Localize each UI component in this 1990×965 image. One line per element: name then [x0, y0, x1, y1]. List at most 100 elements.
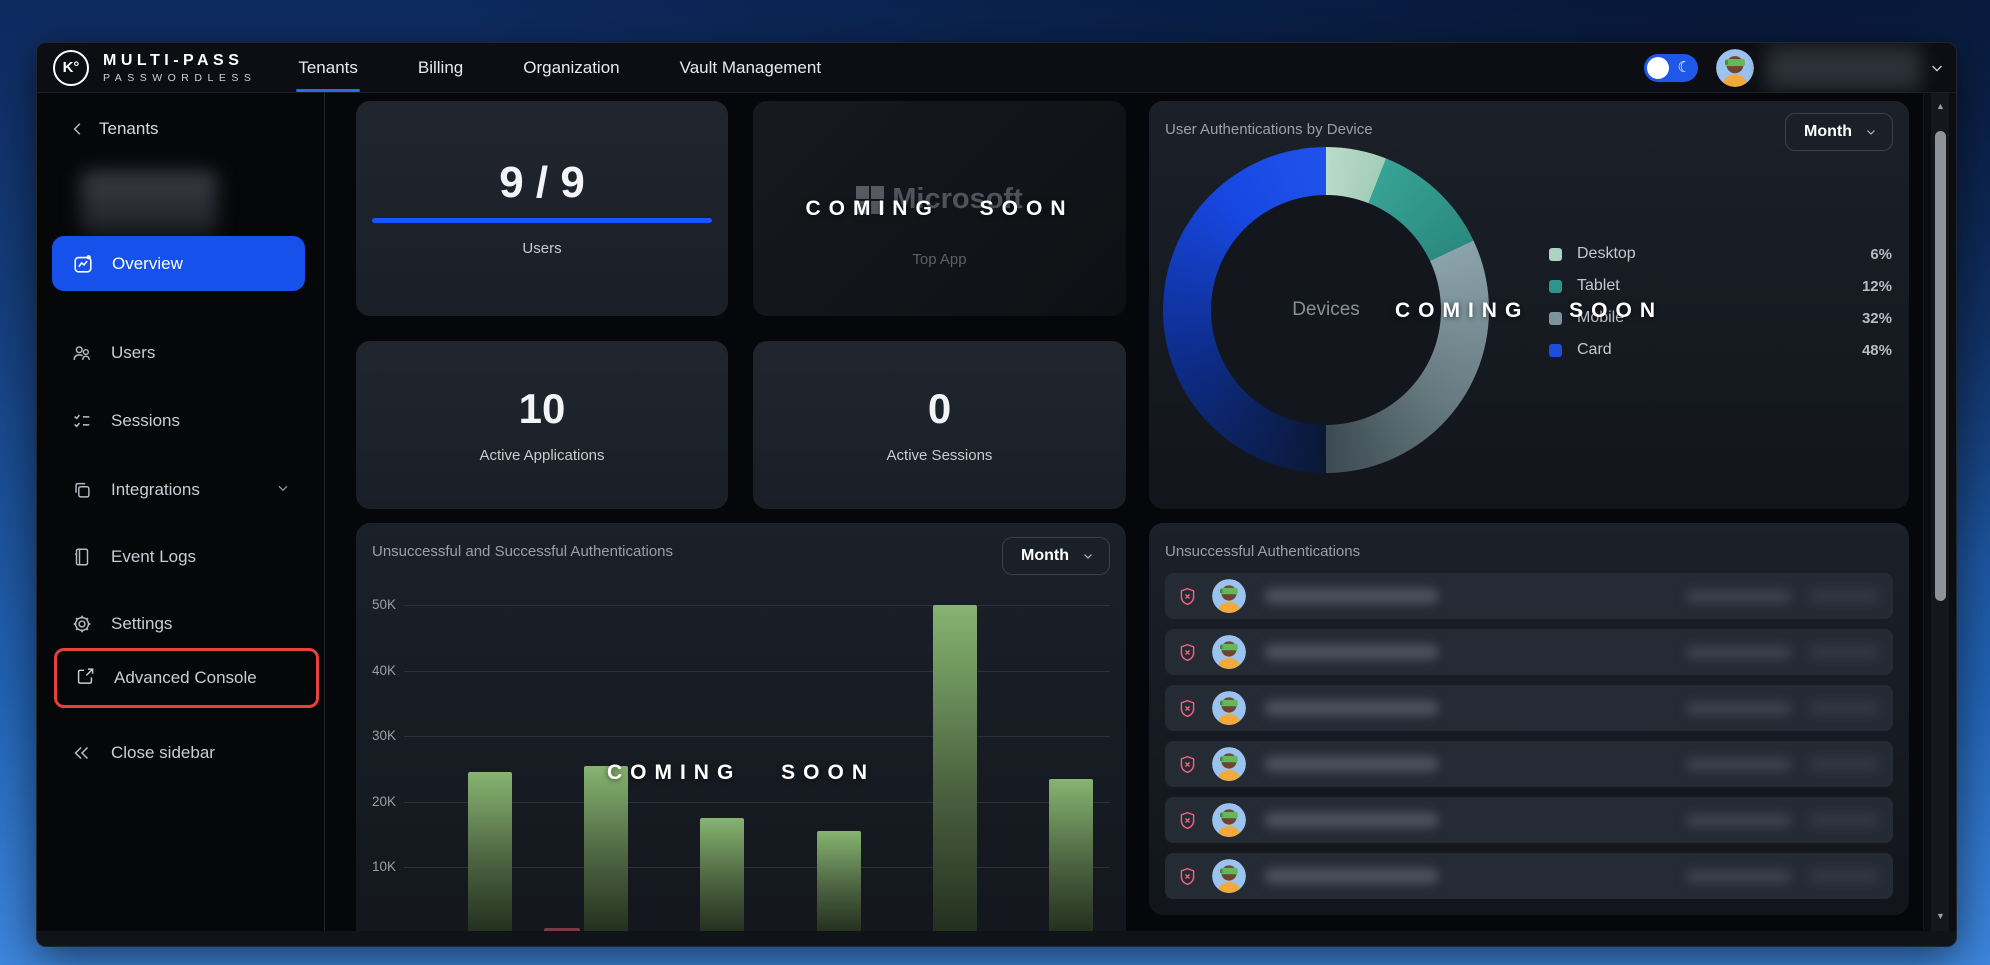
integrations-icon — [71, 479, 93, 501]
vertical-scrollbar[interactable]: ▲ ▼ — [1923, 93, 1956, 931]
y-axis-tick-label: 50K — [371, 597, 396, 612]
unsuccessful-auth-row[interactable] — [1165, 629, 1893, 675]
gridline — [404, 670, 1110, 672]
bar-successful — [932, 605, 977, 931]
active-sessions-card: 0 Active Sessions — [753, 341, 1126, 509]
active-sessions-label: Active Sessions — [886, 447, 993, 464]
legend-item-tablet: Tablet 12% — [1549, 270, 1892, 302]
row-detail-redacted — [1686, 813, 1791, 827]
y-axis-tick-label: 10K — [371, 859, 396, 875]
microsoft-grid-icon — [856, 185, 885, 214]
row-detail-redacted — [1686, 589, 1791, 603]
row-user-avatar — [1212, 803, 1246, 837]
sidebar-item-settings[interactable]: Settings — [71, 604, 301, 644]
moon-icon: ☾ — [1677, 58, 1691, 76]
sidebar-item-overview[interactable]: Overview — [52, 236, 305, 291]
auth-chart-period-dropdown[interactable]: Month — [1002, 537, 1110, 575]
main-nav: Tenants Billing Organization Vault Manag… — [296, 57, 822, 92]
sidebar-item-integrations[interactable]: Integrations — [71, 470, 301, 510]
active-applications-count: 10 — [518, 385, 566, 432]
row-detail-redacted — [1809, 646, 1879, 658]
sidebar-item-close-sidebar[interactable]: Close sidebar — [71, 733, 301, 773]
legend-swatch — [1549, 311, 1562, 325]
unsuccessful-auth-row[interactable] — [1165, 685, 1893, 731]
row-detail-redacted — [1809, 814, 1879, 826]
bar-successful — [468, 772, 512, 931]
nav-tab-tenants[interactable]: Tenants — [296, 57, 360, 92]
legend-item-desktop: Desktop 6% — [1549, 238, 1892, 270]
sidebar-item-label: Close sidebar — [111, 743, 215, 762]
sidebar-item-label: Users — [111, 343, 156, 362]
unsuccessful-auth-panel: Unsuccessful Authentications — [1149, 523, 1909, 915]
sidebar-item-users[interactable]: Users — [71, 333, 301, 373]
chevron-down-icon — [1932, 65, 1942, 72]
gear-icon — [71, 613, 93, 635]
user-avatar[interactable] — [1716, 49, 1754, 87]
users-card-label: Users — [522, 240, 562, 257]
row-detail-redacted — [1809, 870, 1879, 882]
row-user-avatar — [1212, 579, 1246, 613]
sidebar-back-tenants[interactable]: Tenants — [69, 119, 159, 139]
failed-auth-shield-icon — [1177, 642, 1198, 663]
sidebar-item-label: Event Logs — [111, 547, 197, 566]
gridline — [404, 605, 1110, 606]
user-menu[interactable] — [1766, 43, 1956, 93]
legend-swatch — [1549, 247, 1562, 261]
unsuccessful-auth-row[interactable] — [1165, 573, 1893, 619]
bar-successful — [1049, 778, 1093, 931]
bar-chart-plot-area: 50K 40K 30K 20K 10K — [356, 523, 1126, 931]
legend-swatch — [1549, 343, 1562, 357]
tenant-logo-redacted — [81, 171, 217, 235]
users-count: 9 / 9 — [499, 158, 585, 207]
microsoft-logo: Microsoft — [753, 183, 1126, 216]
nav-tab-organization[interactable]: Organization — [523, 57, 620, 77]
sidebar-item-event-logs[interactable]: Event Logs — [71, 537, 301, 577]
sidebar-item-label: Advanced Console — [114, 668, 257, 687]
scroll-up-arrow[interactable]: ▲ — [1936, 101, 1945, 111]
unsuccessful-auth-row[interactable] — [1165, 741, 1893, 787]
row-detail-redacted — [1686, 757, 1791, 771]
toggle-knob — [1647, 56, 1669, 79]
device-auth-period-dropdown[interactable]: Month — [1785, 113, 1893, 151]
top-app-card: Microsoft COMING SOON Top App — [753, 101, 1126, 316]
overview-chart-icon — [72, 253, 94, 275]
brand-logo: K° MULTI-PASS PASSWORDLESS — [37, 49, 256, 86]
chevron-left-icon — [69, 120, 87, 138]
active-sessions-count: 0 — [927, 385, 952, 432]
device-auth-title: User Authentications by Device — [1165, 121, 1373, 138]
row-detail-redacted — [1686, 869, 1791, 883]
user-name-redacted — [1766, 45, 1921, 90]
auth-bar-chart-panel: Unsuccessful and Successful Authenticati… — [356, 523, 1126, 931]
unsuccessful-auth-row[interactable] — [1165, 853, 1893, 899]
row-detail-redacted — [1809, 758, 1879, 770]
failed-auth-shield-icon — [1177, 810, 1198, 831]
y-axis-tick-label: 40K — [371, 662, 396, 678]
sidebar-item-advanced-console[interactable]: Advanced Console — [54, 648, 319, 708]
legend-item-card: Card 48% — [1549, 334, 1892, 366]
users-progress-fill — [372, 218, 712, 223]
row-user-avatar — [1212, 635, 1246, 669]
sidebar-item-label: Integrations — [111, 480, 200, 499]
main-content: 9 / 9 Users Microsoft COMING SOON Top Ap… — [325, 93, 1923, 931]
gridline — [404, 867, 1110, 869]
nav-tab-vault-management[interactable]: Vault Management — [679, 57, 822, 77]
active-applications-label: Active Applications — [479, 447, 605, 464]
scrollbar-thumb[interactable] — [1935, 131, 1946, 601]
gridline — [404, 801, 1110, 803]
theme-toggle[interactable]: ☾ — [1644, 53, 1698, 82]
bar-successful — [700, 818, 745, 931]
header-right-cluster: ☾ — [1644, 43, 1956, 93]
top-app-label: Top App — [912, 251, 967, 268]
users-icon — [71, 342, 93, 364]
nav-tab-billing[interactable]: Billing — [417, 57, 464, 77]
auth-chart-title: Unsuccessful and Successful Authenticati… — [372, 543, 674, 560]
double-chevron-left-icon — [71, 742, 93, 764]
unsuccessful-auth-row[interactable] — [1165, 797, 1893, 843]
legend-item-mobile: Mobile 32% — [1549, 302, 1892, 334]
row-user-avatar — [1212, 691, 1246, 725]
app-window: K° MULTI-PASS PASSWORDLESS Tenants Billi… — [36, 42, 1957, 947]
failed-auth-shield-icon — [1177, 866, 1198, 887]
sidebar-item-sessions[interactable]: Sessions — [71, 401, 301, 441]
scroll-down-arrow[interactable]: ▼ — [1936, 911, 1945, 921]
legend-swatch — [1549, 279, 1562, 293]
